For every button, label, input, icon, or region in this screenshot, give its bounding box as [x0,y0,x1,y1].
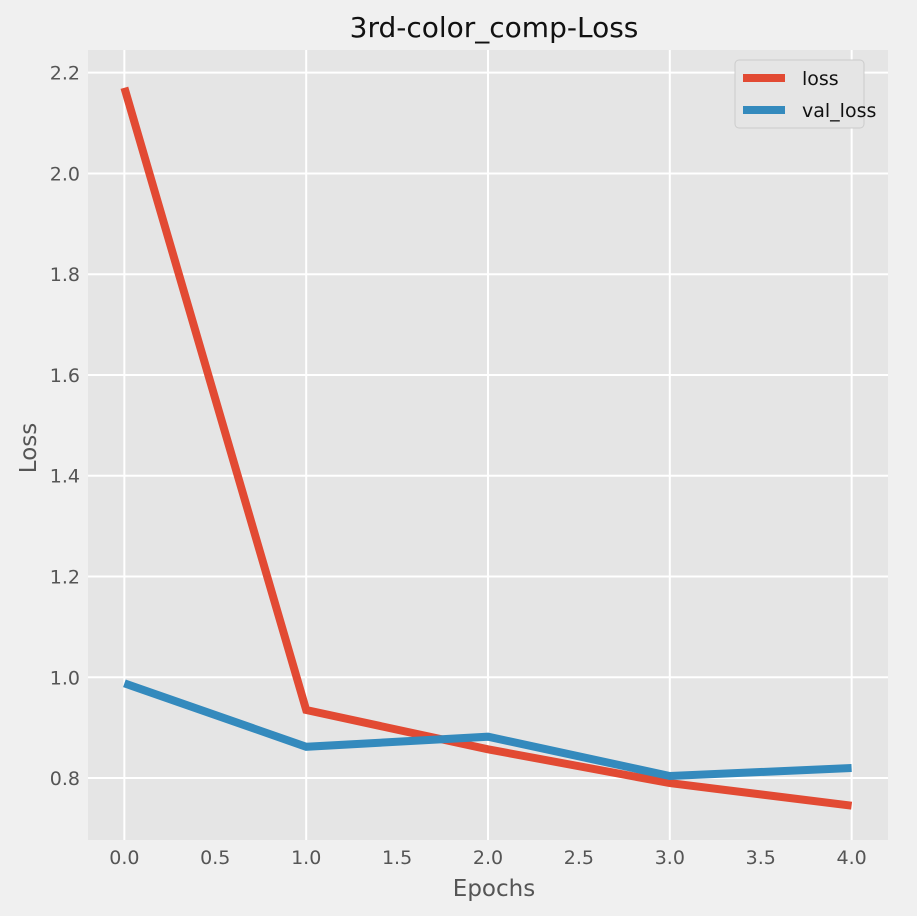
x-tick-label: 4.0 [837,847,867,869]
x-tick-label: 1.0 [291,847,321,869]
x-tick-label: 2.0 [473,847,503,869]
y-axis-label: Loss [16,423,42,473]
x-tick-label: 3.5 [746,847,776,869]
x-tick-label: 1.5 [382,847,412,869]
legend: loss val_loss [734,59,876,129]
y-tick-label: 2.2 [50,63,80,85]
y-tick-label: 1.8 [50,264,80,286]
y-tick-label: 1.6 [50,365,80,387]
series-lines [120,86,853,810]
chart-title: 3rd-color_comp-Loss [350,11,639,44]
y-tick-label: 1.0 [50,667,80,689]
series-line-val-loss [123,679,852,781]
y-tick-label: 2.0 [50,163,80,185]
x-tick-label: 2.5 [564,847,594,869]
y-tick-label: 0.8 [50,768,80,790]
y-tick-labels: 0.8 1.0 1.2 1.4 1.6 1.8 2.0 2.2 [50,63,80,790]
y-tick-label: 1.4 [50,466,80,488]
x-tick-label: 0.5 [200,847,230,869]
x-axis-label: Epochs [453,876,535,902]
legend-label-loss: loss [802,68,839,90]
x-tick-labels: 0.0 0.5 1.0 1.5 2.0 2.5 3.0 3.5 4.0 [109,847,866,869]
legend-label-val-loss: val_loss [802,100,876,122]
x-tick-label: 0.0 [109,847,139,869]
series-line-loss [120,86,853,810]
y-tick-label: 1.2 [50,566,80,588]
x-tick-label: 3.0 [655,847,685,869]
legend-entries: loss val_loss [743,68,876,122]
gridlines [88,50,888,840]
